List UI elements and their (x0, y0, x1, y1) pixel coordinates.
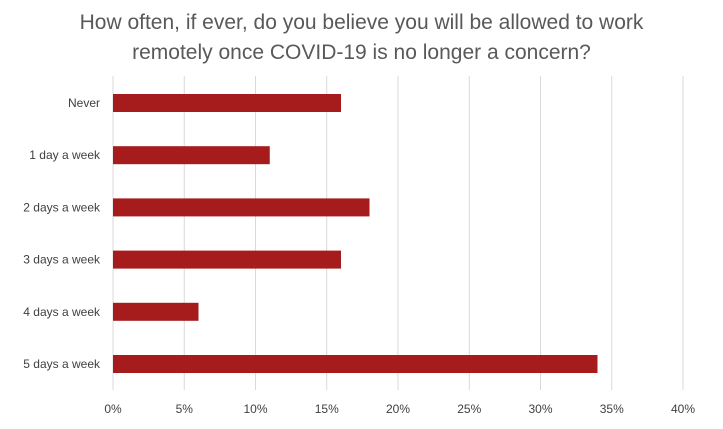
x-tick-label: 35% (600, 402, 624, 416)
bar (113, 198, 370, 217)
chart-title-line-2: remotely once COVID-19 is no longer a co… (132, 41, 591, 64)
category-label: 4 days a week (23, 305, 101, 319)
bar (113, 94, 341, 112)
category-label: 2 days a week (23, 200, 101, 214)
bar (113, 355, 598, 373)
chart-title: How often, if ever, do you believe you w… (0, 8, 723, 68)
x-tick-label: 10% (243, 402, 267, 416)
x-tick-label: 20% (386, 402, 410, 416)
x-tick-label: 30% (528, 402, 552, 416)
x-tick-label: 5% (176, 402, 194, 416)
x-tick-label: 40% (671, 402, 695, 416)
category-label: 5 days a week (23, 357, 101, 371)
category-label: 1 day a week (29, 148, 101, 162)
x-tick-label: 0% (104, 402, 122, 416)
chart-title-line-1: How often, if ever, do you believe you w… (79, 11, 644, 34)
category-label: 3 days a week (23, 253, 101, 267)
bar (113, 146, 270, 165)
x-tick-label: 15% (315, 402, 339, 416)
bar (113, 302, 199, 321)
x-tick-label: 25% (457, 402, 481, 416)
category-label: Never (68, 96, 100, 110)
bar (113, 250, 341, 269)
